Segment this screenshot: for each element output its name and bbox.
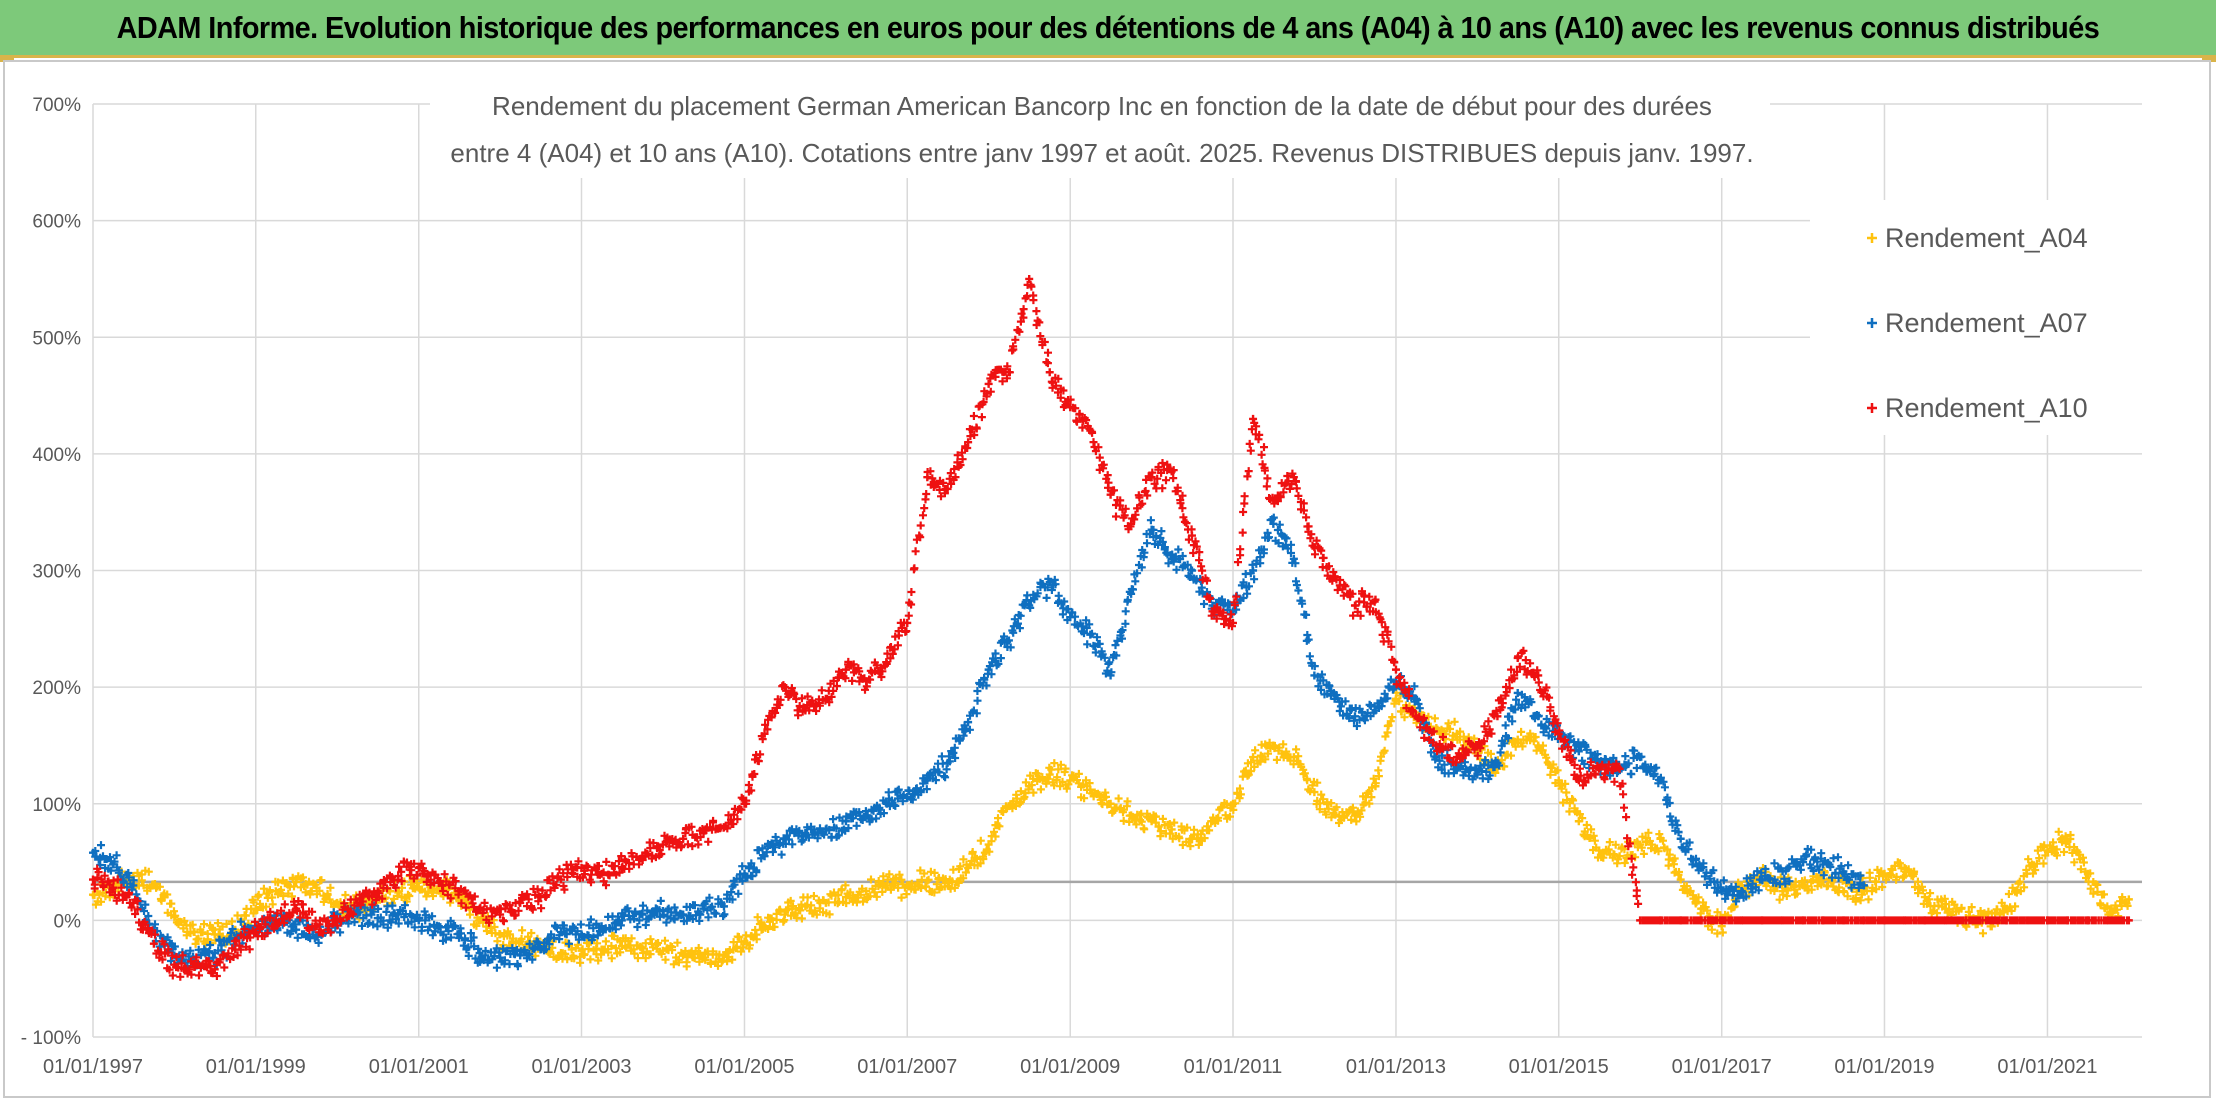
data-point [1045, 770, 1054, 779]
data-point [1025, 274, 1034, 283]
y-tick-label: 0% [54, 911, 82, 932]
chart-title-line-2: entre 4 (A04) et 10 ans (A10). Cotations… [450, 138, 1753, 168]
series-density-Rendement_A07 [91, 513, 1868, 972]
banner-corner-right [2202, 56, 2216, 62]
y-tick-label: 500% [32, 328, 81, 349]
series-density-Rendement_A04 [90, 688, 2132, 971]
chart-legend: Rendement_A04 Rendement_A07 Rendement_A10 [1810, 200, 2144, 435]
x-tick-label: 01/01/2007 [857, 1056, 957, 1078]
x-tick-label: 01/01/2011 [1184, 1056, 1283, 1078]
x-tick-label: 01/01/1999 [206, 1056, 306, 1078]
x-tick-label: 01/01/1997 [43, 1056, 143, 1078]
chart-title-line-1: Rendement du placement German American B… [492, 91, 1712, 121]
y-tick-label: 400% [32, 445, 81, 466]
data-point [1676, 875, 1685, 884]
series-density-Rendement_A10 [90, 280, 2132, 981]
data-point [1249, 753, 1258, 762]
data-point [1289, 554, 1298, 563]
legend-label-Rendement_A07: Rendement_A07 [1885, 308, 2088, 338]
x-tick-label: 01/01/2003 [531, 1056, 631, 1078]
x-tick-label: 01/01/2019 [1834, 1056, 1934, 1078]
x-tick-label: 01/01/2009 [1020, 1056, 1120, 1078]
chart-frame [3, 60, 2211, 1098]
x-tick-label: 01/01/2013 [1346, 1056, 1446, 1078]
series-Rendement_A04 [89, 688, 2133, 971]
data-point [1513, 688, 1522, 697]
y-tick-label: 300% [32, 562, 81, 583]
y-tick-label: 200% [32, 678, 81, 699]
data-point [149, 939, 158, 948]
series-layer [89, 274, 2133, 981]
x-tick-label: 01/01/2015 [1509, 1056, 1609, 1078]
x-tick-label: 01/01/2021 [1997, 1056, 2097, 1078]
data-point [1676, 834, 1685, 843]
chart-title: Rendement du placement German American B… [430, 82, 1770, 178]
legend-label-Rendement_A04: Rendement_A04 [1885, 223, 2088, 253]
data-point [1391, 665, 1400, 674]
legend-marker-Rendement_A07 [1867, 318, 1877, 328]
legend-marker-Rendement_A04 [1867, 233, 1877, 243]
x-tick-label: 01/01/2017 [1672, 1056, 1772, 1078]
y-tick-label: 100% [32, 795, 81, 816]
data-point [89, 875, 97, 884]
y-tick-label: - 100% [21, 1028, 81, 1049]
report-banner: ADAM Informe. Evolution historique des p… [0, 0, 2216, 58]
data-point [1574, 747, 1583, 756]
data-point [1167, 825, 1176, 834]
legend-label-Rendement_A10: Rendement_A10 [1885, 393, 2088, 423]
y-tick-label: 600% [32, 212, 81, 233]
data-point [841, 665, 850, 674]
x-tick-label: 01/01/2001 [369, 1056, 469, 1078]
y-axis-ticks: - 100% 0% 100% 200% 300% 400% 500% 600% 700% [21, 95, 81, 1049]
legend-marker-Rendement_A10 [1867, 403, 1877, 413]
x-tick-label: 01/01/2005 [694, 1056, 794, 1078]
series-Rendement_A10 [89, 274, 2133, 981]
report-title: ADAM Informe. Evolution historique des p… [116, 9, 2100, 45]
x-axis-ticks: 01/01/1997 01/01/1999 01/01/2001 01/01/2003… [43, 1056, 2098, 1078]
data-point [984, 379, 993, 388]
banner-corner-left [0, 56, 14, 62]
data-point [1249, 414, 1258, 423]
y-tick-label: 700% [32, 95, 81, 116]
data-point [1045, 368, 1054, 377]
